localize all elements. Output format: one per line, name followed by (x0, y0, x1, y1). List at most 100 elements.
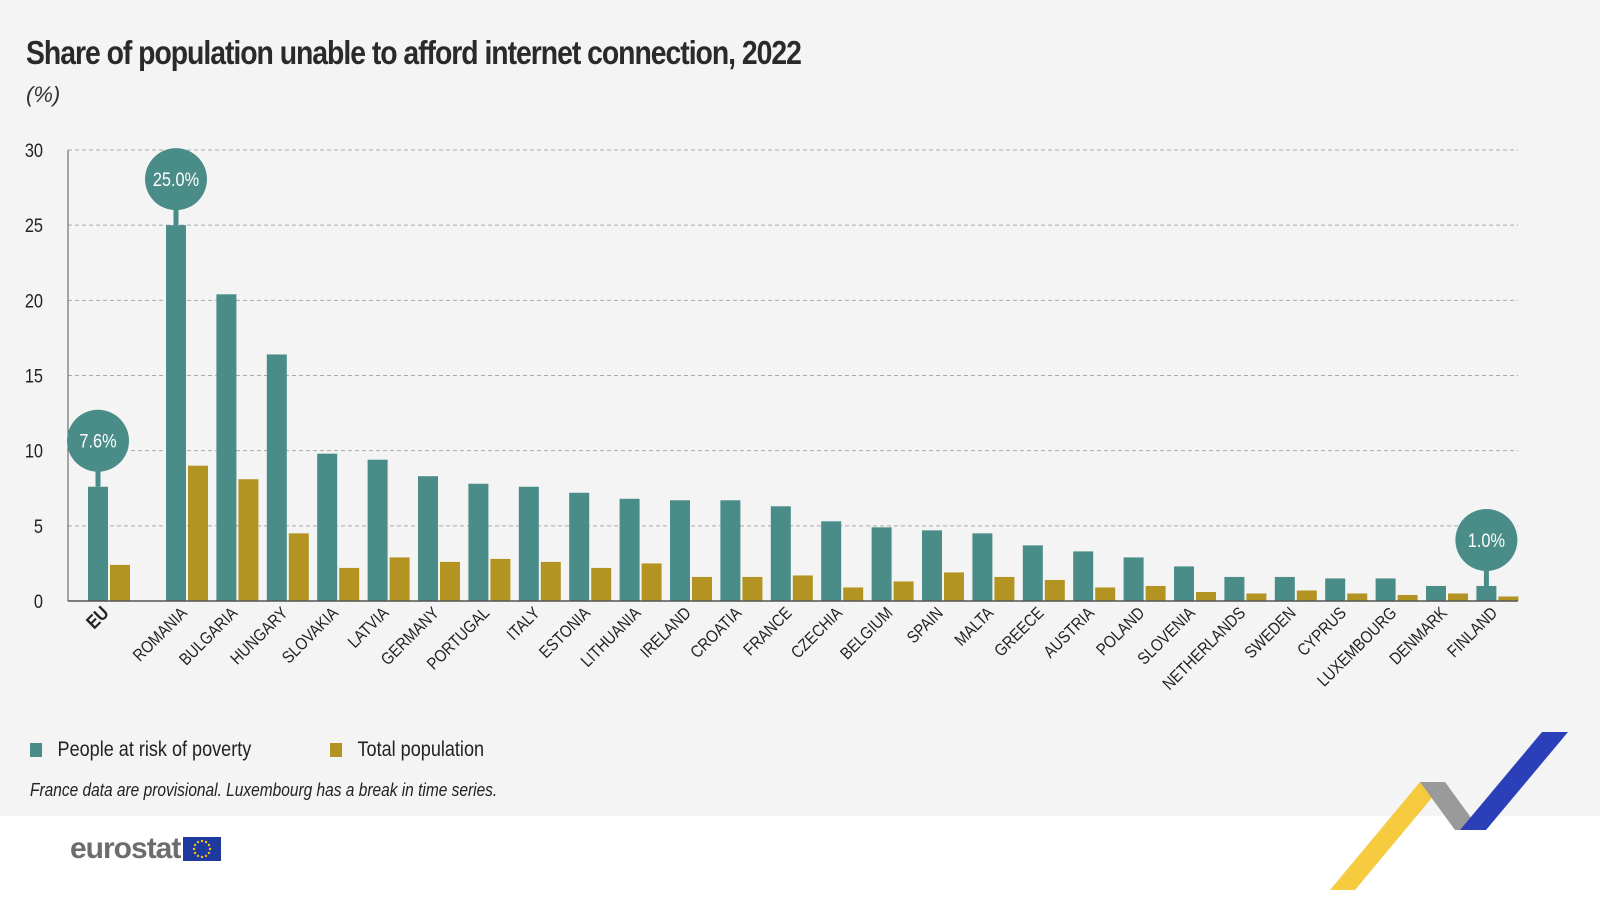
bar-total-sweden (1296, 590, 1317, 601)
x-tick-label: GREECE (991, 604, 1048, 661)
bar-total-croatia (742, 576, 763, 601)
bar-total-slovakia (339, 567, 360, 601)
legend-label: Total population (357, 738, 485, 761)
star-icon (201, 855, 204, 859)
star-icon (197, 840, 200, 844)
bar-poverty-croatia (720, 500, 741, 601)
logo-text: eurostat (70, 832, 181, 865)
x-tick-label: FINLAND (1444, 604, 1501, 661)
legend-label: People at risk of poverty (57, 738, 252, 761)
callout-label: 25.0% (153, 169, 200, 190)
bar-poverty-denmark (1426, 585, 1446, 601)
star-icon (205, 840, 208, 844)
bar-poverty-greece (1022, 545, 1043, 601)
decorative-stripes (1330, 732, 1568, 890)
eurostat-logo: eurostat (70, 832, 222, 866)
x-tick-label: SPAIN (904, 604, 947, 647)
star-icon (194, 843, 197, 847)
bar-total-luxembourg (1397, 594, 1418, 601)
bar-poverty-slovenia (1174, 566, 1194, 601)
callout-bubble (1455, 508, 1518, 571)
bar-total-slovenia (1196, 591, 1216, 601)
bar-total-greece (1044, 579, 1065, 601)
bar-total-lithuania (641, 563, 662, 601)
bar-poverty-france (770, 506, 791, 601)
y-tick-label: 20 (25, 290, 43, 311)
bar-total-germany (440, 561, 460, 601)
x-tick-label: SWEDEN (1242, 604, 1300, 662)
bar-poverty-belgium (871, 527, 892, 601)
x-tick-label: SLOVAKIA (279, 604, 343, 668)
star-icon (209, 847, 212, 851)
callout-bubble (67, 409, 129, 472)
bar-total-cyprus (1347, 593, 1368, 601)
legend-swatch-total (330, 743, 343, 757)
bar-total-poland (1145, 585, 1166, 601)
bar-poverty-portugal (468, 483, 489, 601)
bar-poverty-eu (88, 486, 108, 601)
legend-swatch-poverty (30, 743, 43, 757)
bar-poverty-austria (1073, 551, 1094, 601)
bar-total-belgium (893, 581, 914, 601)
star-icon (208, 843, 211, 847)
bar-poverty-ireland (670, 500, 690, 601)
bar-poverty-slovakia (317, 453, 338, 601)
bar-poverty-hungary (266, 354, 287, 601)
bar-total-hungary (288, 533, 309, 601)
star-icon (193, 847, 196, 851)
footnote: France data are provisional. Luxembourg … (30, 780, 498, 800)
x-tick-label: BELGIUM (837, 604, 896, 663)
bar-poverty-malta (972, 533, 993, 601)
bar-total-ireland (692, 576, 712, 601)
x-tick-label: FRANCE (740, 604, 795, 659)
bar-total-latvia (389, 557, 410, 601)
callout-label: 7.6% (79, 431, 116, 452)
bar-poverty-luxembourg (1375, 578, 1396, 601)
y-tick-label: 30 (25, 140, 43, 161)
bar-poverty-latvia (367, 459, 388, 601)
x-tick-label: LATVIA (345, 604, 393, 652)
y-tick-label: 0 (34, 591, 43, 612)
bar-total-romania (188, 465, 208, 601)
callout-bubble (145, 148, 207, 211)
y-tick-label: 15 (25, 365, 43, 386)
y-tick-label: 5 (34, 516, 43, 537)
bar-total-malta (994, 576, 1015, 601)
bar-poverty-sweden (1274, 576, 1295, 601)
chart-title: Share of population unable to afford int… (26, 34, 802, 71)
bar-total-france (792, 575, 813, 601)
star-icon (197, 854, 200, 858)
bar-total-denmark (1448, 593, 1468, 601)
bar-total-bulgaria (238, 479, 259, 601)
bar-poverty-finland (1476, 585, 1497, 601)
y-tick-label: 25 (25, 215, 43, 236)
bar-poverty-bulgaria (216, 294, 237, 601)
star-icon (194, 851, 197, 855)
bar-total-portugal (490, 558, 511, 601)
bar-poverty-netherlands (1224, 576, 1245, 601)
bar-poverty-italy (518, 486, 539, 601)
callout-label: 1.0% (1468, 530, 1505, 551)
unit-label: (%) (26, 82, 61, 107)
bar-total-czechia (843, 587, 864, 601)
bar-poverty-germany (418, 476, 438, 601)
bar-poverty-lithuania (619, 498, 640, 601)
bar-total-eu (110, 564, 130, 601)
x-tick-label: CROATIA (687, 604, 745, 662)
bar-poverty-cyprus (1325, 578, 1346, 601)
star-icon (208, 851, 211, 855)
bar-total-spain (944, 572, 964, 601)
x-tick-label: ITALY (504, 604, 544, 644)
y-tick-label: 10 (25, 441, 43, 462)
x-tick-label: MALTA (952, 604, 998, 650)
bar-poverty-poland (1123, 557, 1144, 601)
bar-total-finland (1498, 596, 1519, 601)
bar-poverty-romania (166, 225, 186, 601)
eu-flag-icon (183, 837, 222, 861)
star-icon (201, 839, 204, 843)
bar-total-austria (1095, 587, 1116, 601)
star-icon (205, 854, 208, 858)
bar-poverty-spain (922, 530, 942, 601)
x-tick-label: EU (82, 602, 113, 633)
